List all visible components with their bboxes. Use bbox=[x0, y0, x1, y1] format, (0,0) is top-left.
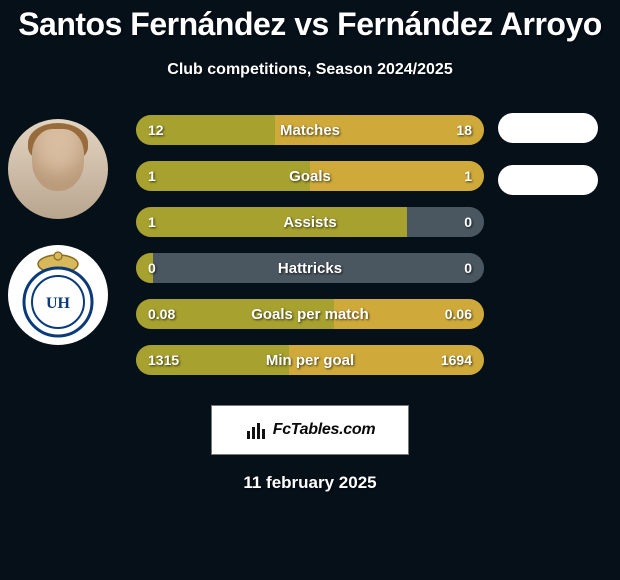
stat-bar: 13151694Min per goal bbox=[136, 345, 484, 375]
bar-label: Assists bbox=[136, 207, 484, 237]
bar-label: Goals per match bbox=[136, 299, 484, 329]
bar-label: Min per goal bbox=[136, 345, 484, 375]
stat-bar: 1218Matches bbox=[136, 115, 484, 145]
blank-oval bbox=[498, 165, 598, 195]
page-title: Santos Fernández vs Fernández Arroyo bbox=[0, 6, 620, 43]
avatars-column: UH bbox=[8, 109, 118, 345]
stat-bar: 0.080.06Goals per match bbox=[136, 299, 484, 329]
content-area: UH 1218Matches 11Goals 10Assists 00Hattrick… bbox=[0, 109, 620, 399]
stat-bar: 11Goals bbox=[136, 161, 484, 191]
right-ovals bbox=[498, 113, 598, 217]
blank-oval bbox=[498, 113, 598, 143]
brand-label: FcTables.com bbox=[273, 421, 376, 439]
player-1-avatar bbox=[8, 119, 108, 219]
crest-icon: UH bbox=[20, 250, 96, 340]
svg-text:UH: UH bbox=[46, 295, 71, 312]
date-label: 11 february 2025 bbox=[0, 473, 620, 493]
bar-label: Goals bbox=[136, 161, 484, 191]
bars-icon bbox=[245, 419, 267, 441]
player-2-crest: UH bbox=[8, 245, 108, 345]
comparison-card: Santos Fernández vs Fernández Arroyo Clu… bbox=[0, 0, 620, 580]
stat-bar: 10Assists bbox=[136, 207, 484, 237]
stat-bars: 1218Matches 11Goals 10Assists 00Hattricks 0.… bbox=[136, 115, 484, 391]
subtitle: Club competitions, Season 2024/2025 bbox=[0, 61, 620, 79]
bar-label: Hattricks bbox=[136, 253, 484, 283]
bar-label: Matches bbox=[136, 115, 484, 145]
brand-box: FcTables.com bbox=[211, 405, 409, 455]
stat-bar: 00Hattricks bbox=[136, 253, 484, 283]
